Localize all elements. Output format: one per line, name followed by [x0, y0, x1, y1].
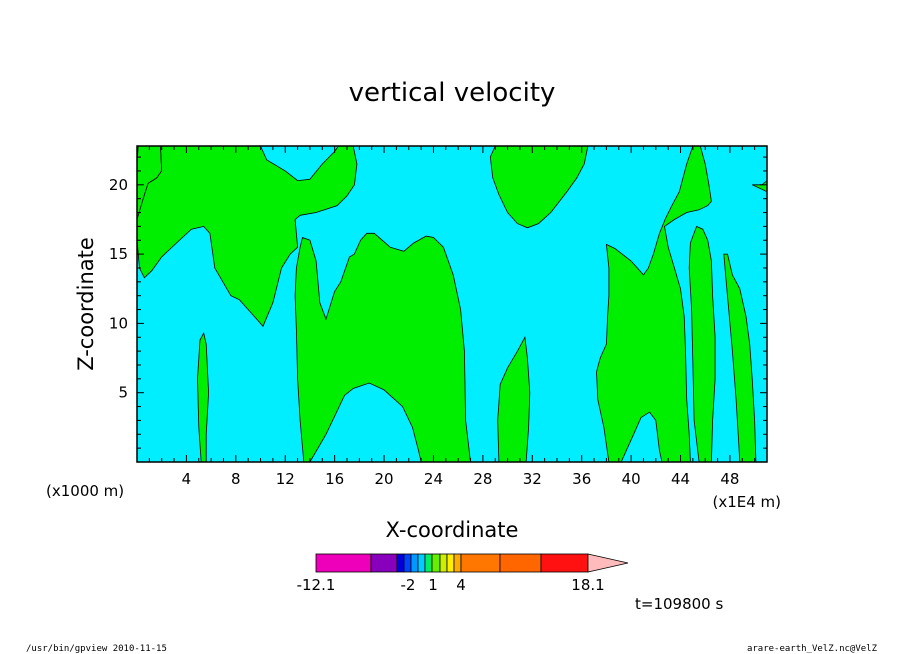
- x-tick-label: 24: [424, 470, 443, 488]
- contour-region: [596, 145, 712, 463]
- y-tick-label: 20: [109, 176, 128, 194]
- x-tick-label: 40: [622, 470, 641, 488]
- colorbar-segment: [417, 553, 426, 573]
- x-tick-label: 48: [720, 470, 739, 488]
- x-tick-label: 16: [325, 470, 344, 488]
- colorbar-segment: [315, 553, 372, 573]
- colorbar-label: -12.1: [297, 576, 336, 594]
- contour-region: [136, 145, 358, 327]
- contour-region: [197, 331, 210, 463]
- chart-title: vertical velocity: [349, 78, 556, 108]
- x-unit-right: (x1E4 m): [712, 493, 781, 511]
- y-axis-ticks: 5 10 15 20: [109, 156, 767, 449]
- colorbar-label: 4: [456, 576, 466, 594]
- plot-frame: [136, 145, 768, 463]
- x-tick-label: 20: [375, 470, 394, 488]
- x-tick-label: 12: [276, 470, 295, 488]
- x-tick-label: 32: [523, 470, 542, 488]
- contour-region: [294, 232, 471, 463]
- colorbar-segment: [460, 553, 501, 573]
- time-label: t=109800 s: [635, 595, 723, 613]
- colorbar-label: 1: [428, 576, 438, 594]
- colorbar-segment: [396, 553, 405, 573]
- colorbar-label: 18.1: [571, 576, 604, 594]
- colorbar-labels: -12.1 -2 1 4 18.1: [297, 576, 605, 594]
- contour-region: [497, 335, 531, 463]
- colorbar-segment: [370, 553, 398, 573]
- colorbar-segment: [424, 553, 433, 573]
- colorbar-segment: [453, 553, 462, 573]
- colorbar-arrow: [587, 553, 629, 573]
- contour-regions: [136, 145, 768, 463]
- colorbar-segment: [446, 553, 455, 573]
- x-tick-label: 36: [572, 470, 591, 488]
- colorbar-segment: [410, 553, 419, 573]
- y-tick-label: 15: [109, 245, 128, 263]
- colorbar-label: -2: [401, 576, 416, 594]
- colorbar: [315, 553, 629, 573]
- colorbar-segment: [439, 553, 448, 573]
- x-tick-label: 44: [671, 470, 690, 488]
- footer-left: /usr/bin/gpview 2010-11-15: [26, 644, 167, 654]
- x-tick-label: 8: [231, 470, 241, 488]
- colorbar-segment: [499, 553, 542, 573]
- colorbar-segment: [403, 553, 412, 573]
- plot-area: [136, 145, 768, 463]
- colorbar-segment: [431, 553, 441, 573]
- x-axis-ticks: 4 8 12 16 20 24 28 32 36 40 44 48: [148, 146, 756, 488]
- colorbar-segment: [540, 553, 589, 573]
- footer-right: arare-earth_VelZ.nc@VelZ: [747, 644, 878, 654]
- y-tick-label: 5: [118, 384, 128, 402]
- y-axis-label: Z-coordinate: [74, 237, 98, 371]
- contour-region: [688, 225, 716, 463]
- x-tick-label: 28: [473, 470, 492, 488]
- contour-region: [489, 145, 589, 229]
- x-unit-left: (x1000 m): [46, 482, 124, 500]
- x-axis-label: X-coordinate: [386, 518, 519, 542]
- y-tick-label: 10: [109, 314, 128, 332]
- contour-region: [723, 253, 757, 463]
- x-tick-label: 4: [182, 470, 192, 488]
